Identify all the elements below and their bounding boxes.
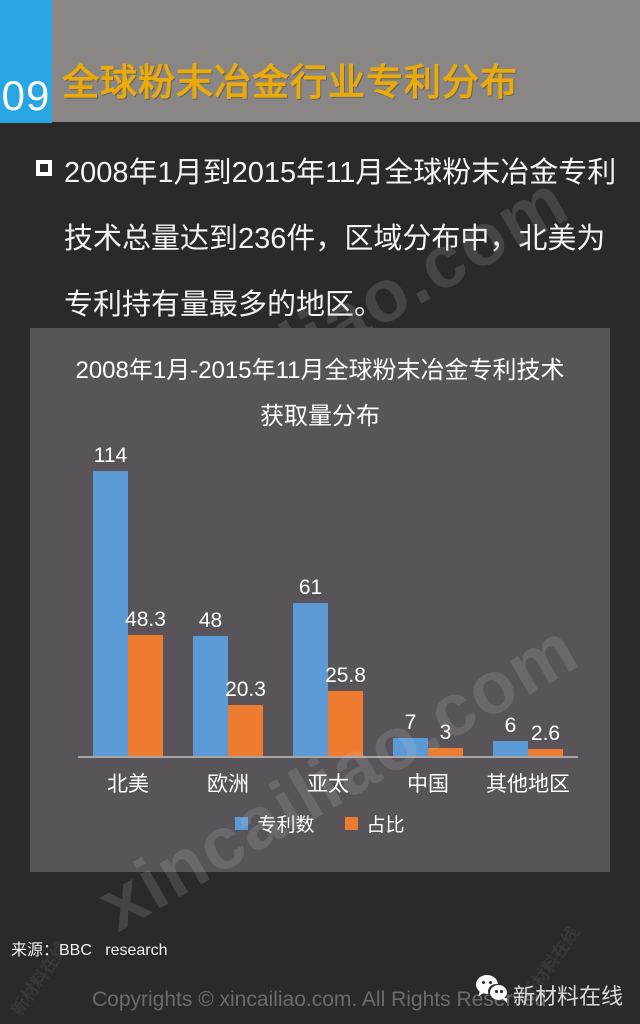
chart-legend: 专利数 占比 xyxy=(30,810,610,837)
bar-value-label: 48.3 xyxy=(125,608,166,631)
bar-s2-c4 xyxy=(428,748,463,756)
bar-wrap: 61 xyxy=(293,576,328,756)
legend-swatch xyxy=(235,817,249,830)
bar-group-2: 48 20.3 xyxy=(178,428,278,756)
plot-area: 114 48.3 48 20.3 61 25.8 7 3 6 2.6 xyxy=(78,428,578,758)
intro-line: 技术总量达到236件，区域分布中，北美为 xyxy=(64,223,606,255)
brand-name: 新材料在线 xyxy=(513,984,624,1009)
intro-line: 专利持有量最多的地区。 xyxy=(64,289,384,321)
legend-item-1: 专利数 xyxy=(235,810,315,837)
legend-label: 占比 xyxy=(366,815,405,836)
bar-s2-c1 xyxy=(128,635,163,756)
bar-wrap: 6 xyxy=(493,714,528,756)
slide-number-box: 09 xyxy=(0,0,52,123)
bar-value-label: 48 xyxy=(198,609,223,632)
bar-wrap: 114 xyxy=(93,444,128,756)
legend-label: 专利数 xyxy=(257,815,315,836)
category-axis: 北美 欧洲 亚太 中国 其他地区 xyxy=(78,768,578,798)
bar-wrap: 48 xyxy=(193,609,228,756)
bar-value-label: 2.6 xyxy=(530,722,561,745)
category-label-4: 中国 xyxy=(407,773,449,796)
bar-value-label: 20.3 xyxy=(225,678,266,701)
source-label: 来源：BBC research xyxy=(11,942,168,959)
category-label-5: 其他地区 xyxy=(486,773,570,796)
bullet-square-icon xyxy=(36,160,52,176)
bar-wrap: 7 xyxy=(393,711,428,756)
bar-group-1: 114 48.3 xyxy=(78,428,178,756)
bar-value-label: 7 xyxy=(404,711,417,734)
wechat-icon xyxy=(476,975,512,1005)
bar-value-label: 114 xyxy=(93,444,128,467)
bar-s2-c5 xyxy=(528,749,563,756)
bar-value-label: 61 xyxy=(298,576,323,599)
bar-group-5: 6 2.6 xyxy=(478,428,578,756)
bar-wrap: 25.8 xyxy=(325,664,366,756)
bar-wrap: 2.6 xyxy=(528,722,563,756)
category-label-1: 北美 xyxy=(107,773,149,796)
bar-s1-c1 xyxy=(93,471,128,756)
bar-value-label: 3 xyxy=(439,721,452,744)
legend-item-2: 占比 xyxy=(344,810,405,837)
bar-s2-c3 xyxy=(328,691,363,756)
category-label-2: 欧洲 xyxy=(207,773,249,796)
bar-s2-c2 xyxy=(228,705,263,756)
wechat-bubble-small xyxy=(490,985,507,1000)
legend-swatch xyxy=(344,817,358,830)
bar-value-label: 6 xyxy=(504,714,517,737)
bar-wrap: 3 xyxy=(428,721,463,756)
bar-group-3: 61 25.8 xyxy=(278,428,378,756)
wechat-bubble-tail xyxy=(502,998,507,1003)
bar-wrap: 48.3 xyxy=(125,608,166,756)
bar-s1-c4 xyxy=(393,738,428,756)
chart-title-line: 2008年1月-2015年11月全球粉末冶金专利技术 xyxy=(75,357,565,384)
bar-s1-c5 xyxy=(493,741,528,756)
bar-wrap: 20.3 xyxy=(225,678,266,756)
page-title: 全球粉末冶金行业专利分布 xyxy=(62,62,518,103)
copyright-text: Copyrights © xincailiao.com. All Rights … xyxy=(92,988,547,1011)
bar-s1-c3 xyxy=(293,603,328,756)
intro-text: 2008年1月到2015年11月全球粉末冶金专利 技术总量达到236件，区域分布… xyxy=(64,140,624,338)
chart-title-line: 获取量分布 xyxy=(260,403,380,430)
chart-panel: 2008年1月-2015年11月全球粉末冶金专利技术 获取量分布 114 48.3… xyxy=(30,328,610,872)
intro-line: 2008年1月到2015年11月全球粉末冶金专利 xyxy=(64,157,617,189)
slide-number: 09 xyxy=(1,72,51,119)
bar-value-label: 25.8 xyxy=(325,664,366,687)
bar-s1-c2 xyxy=(193,636,228,756)
category-label-3: 亚太 xyxy=(307,773,349,796)
header-band: 全球粉末冶金行业专利分布 xyxy=(0,0,640,122)
chart-title: 2008年1月-2015年11月全球粉末冶金专利技术 获取量分布 xyxy=(30,348,610,440)
